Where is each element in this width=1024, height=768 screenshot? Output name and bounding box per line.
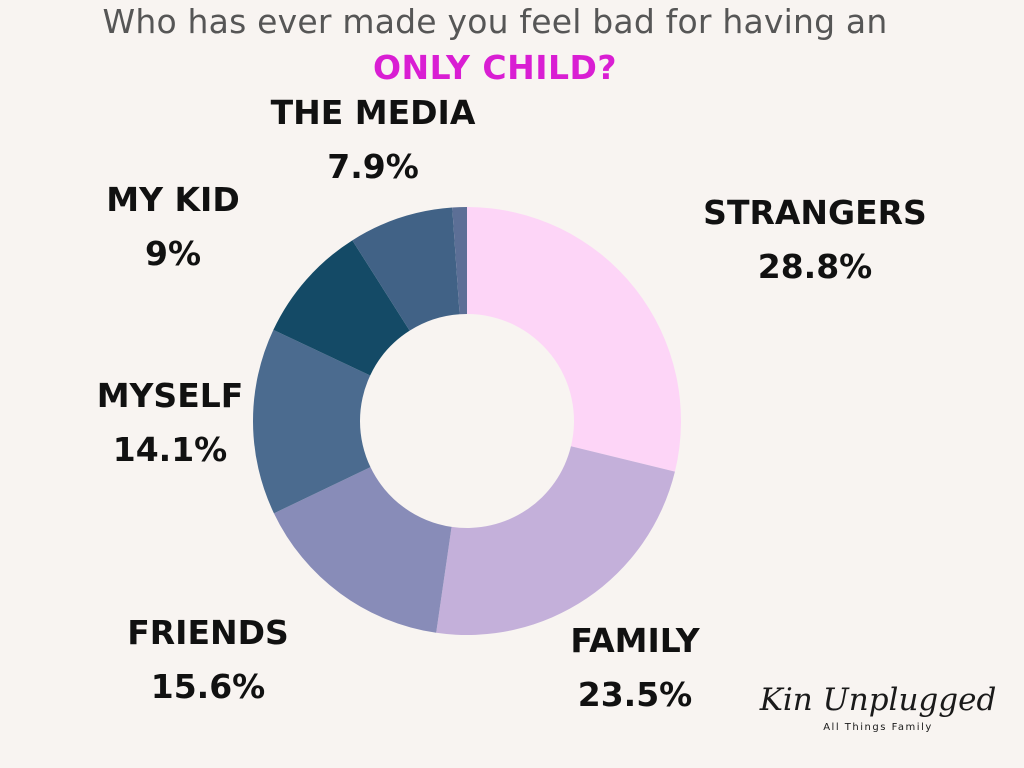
slice-label-name: MYSELF bbox=[96, 376, 244, 415]
slice-label-name: MY KID bbox=[106, 180, 240, 219]
brand-logo: Kin Unplugged All Things Family bbox=[748, 680, 1008, 733]
slice-label-name: STRANGERS bbox=[703, 193, 927, 232]
slice-label-value: 23.5% bbox=[577, 675, 693, 714]
slice-label-name: FAMILY bbox=[570, 621, 700, 660]
slice-label-value: 15.6% bbox=[150, 667, 266, 706]
donut-slice-my-kid bbox=[273, 240, 410, 376]
slice-label-value: 7.9% bbox=[327, 147, 419, 186]
slice-label-the-media: THE MEDIA 7.9% bbox=[248, 86, 498, 194]
donut-slice-other bbox=[452, 207, 467, 315]
donut-slice-family bbox=[436, 446, 675, 635]
slice-label-my-kid: MY KID 9% bbox=[88, 173, 258, 281]
brand-tagline: All Things Family bbox=[823, 722, 933, 733]
donut-slice-myself bbox=[252, 329, 371, 514]
slice-label-value: 14.1% bbox=[112, 430, 228, 469]
donut-slice-strangers bbox=[467, 207, 681, 472]
slice-label-family: FAMILY 23.5% bbox=[540, 614, 730, 722]
brand-name: Kin Unplugged bbox=[759, 682, 997, 718]
slice-label-value: 28.8% bbox=[757, 247, 873, 286]
slice-label-strangers: STRANGERS 28.8% bbox=[690, 186, 940, 294]
slice-label-friends: FRIENDS 15.6% bbox=[108, 606, 308, 714]
slice-label-value: 9% bbox=[144, 234, 202, 273]
donut-slice-the-media bbox=[352, 207, 460, 331]
slice-label-name: THE MEDIA bbox=[270, 93, 476, 132]
chart-title: Who has ever made you feel bad for havin… bbox=[102, 2, 888, 41]
donut-slice-friends bbox=[273, 467, 452, 633]
slice-label-myself: MYSELF 14.1% bbox=[80, 369, 260, 477]
slice-label-name: FRIENDS bbox=[127, 613, 289, 652]
chart-title-highlight: ONLY CHILD? bbox=[372, 48, 618, 87]
